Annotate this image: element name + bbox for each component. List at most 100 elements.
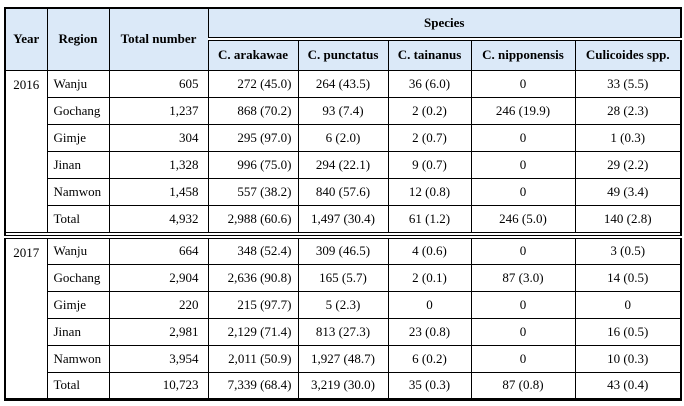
- table-row: Jinan 2,981 2,129 (71.4) 813 (27.3) 23 (0.8)…: [5, 317, 682, 346]
- species-count-cell: 0: [387, 290, 472, 319]
- header-row-top: Year Region Total number Species: [4, 7, 682, 71]
- table-row: Total 4,932 2,988 (60.6) 1,497 (30.4) 61 (1.…: [5, 204, 682, 233]
- species-count-cell: 0: [470, 317, 576, 346]
- species-count-cell: 5 (2.3): [297, 290, 389, 319]
- table-row: Gochang 1,237 868 (70.2) 93 (7.4) 2 (0.2) 246…: [5, 96, 682, 125]
- column-header-year: Year: [4, 7, 48, 71]
- species-count-cell: 33 (5.5): [574, 69, 682, 98]
- region-cell: Gimje: [46, 123, 110, 152]
- table-header: Year Region Total number Species C. arak…: [4, 7, 682, 71]
- species-count-cell: 246 (5.0): [470, 204, 576, 233]
- species-count-cell: 49 (3.4): [574, 177, 682, 206]
- column-header-species: C. punctatus: [297, 38, 389, 71]
- region-cell: Gimje: [46, 290, 110, 319]
- species-count-cell: 1,927 (48.7): [297, 344, 389, 373]
- species-count-cell: 2 (0.7): [387, 123, 472, 152]
- species-count-cell: 2,011 (50.9): [207, 344, 299, 373]
- column-header-species: C. tainanus: [387, 38, 472, 71]
- total-number-cell: 2,904: [108, 263, 209, 292]
- column-header-species: C. nipponensis: [470, 38, 576, 71]
- table-row: 2017 Wanju 664 348 (52.4) 309 (46.5) 4 (0.6) 0…: [4, 236, 682, 400]
- species-count-cell: 0: [470, 69, 576, 98]
- column-header-region: Region: [46, 7, 110, 71]
- species-count-cell: 1,497 (30.4): [297, 204, 389, 233]
- species-count-cell: 3 (0.5): [574, 236, 682, 265]
- species-count-cell: 0: [470, 290, 576, 319]
- species-count-cell: 2 (0.2): [387, 96, 472, 125]
- year-cell: 2017: [4, 236, 48, 400]
- region-cell: Jinan: [46, 317, 110, 346]
- column-header-species: C. arakawae: [207, 38, 299, 71]
- species-count-cell: 0: [574, 290, 682, 319]
- species-count-cell: 35 (0.3): [387, 371, 472, 400]
- species-count-cell: 140 (2.8): [574, 204, 682, 233]
- region-cell: Jinan: [46, 150, 110, 179]
- region-cell: Namwon: [46, 344, 110, 373]
- total-number-cell: 4,932: [108, 204, 209, 233]
- species-count-cell: 868 (70.2): [207, 96, 299, 125]
- table-row: Jinan 1,328 996 (75.0) 294 (22.1) 9 (0.7) 0 29…: [5, 150, 682, 179]
- species-count-cell: 294 (22.1): [297, 150, 389, 179]
- column-header-species: Culicoides spp.: [574, 38, 682, 71]
- species-count-cell: 43 (0.4): [574, 371, 682, 400]
- species-count-cell: 29 (2.2): [574, 150, 682, 179]
- table-row: 2016 Wanju 605 272 (45.0) 264 (43.5) 36 (6.0)…: [4, 69, 682, 233]
- species-count-cell: 36 (6.0): [387, 69, 472, 98]
- region-cell: Wanju: [46, 236, 110, 265]
- table-row: Gimje 304 295 (97.0) 6 (2.0) 2 (0.7) 0 1 (0.3): [5, 123, 682, 152]
- species-count-cell: 0: [470, 123, 576, 152]
- species-count-cell: 2,636 (90.8): [207, 263, 299, 292]
- year-group-separator: [5, 231, 682, 239]
- region-cell: Total: [46, 371, 110, 400]
- species-count-cell: 2,129 (71.4): [207, 317, 299, 346]
- total-number-cell: 10,723: [108, 371, 209, 400]
- species-count-cell: 0: [470, 150, 576, 179]
- species-count-cell: 93 (7.4): [297, 96, 389, 125]
- species-count-cell: 0: [470, 236, 576, 265]
- species-count-cell: 87 (3.0): [470, 263, 576, 292]
- table-row: Gochang 2,904 2,636 (90.8) 165 (5.7) 2 (0.1)…: [5, 263, 682, 292]
- species-count-cell: 28 (2.3): [574, 96, 682, 125]
- species-count-cell: 6 (2.0): [297, 123, 389, 152]
- table-row: Total 10,723 7,339 (68.4) 3,219 (30.0) 35 (0…: [5, 371, 682, 400]
- column-header-total-number: Total number: [108, 7, 209, 71]
- region-cell: Namwon: [46, 177, 110, 206]
- species-count-cell: 7,339 (68.4): [207, 371, 299, 400]
- total-number-cell: 605: [108, 69, 209, 98]
- total-number-cell: 2,981: [108, 317, 209, 346]
- species-count-cell: 2,988 (60.6): [207, 204, 299, 233]
- header-row-species-names: C. arakawae C. punctatus C. tainanus C. nip…: [5, 38, 682, 71]
- total-number-cell: 1,328: [108, 150, 209, 179]
- species-count-cell: 295 (97.0): [207, 123, 299, 152]
- species-count-cell: 165 (5.7): [297, 263, 389, 292]
- table-row: Namwon 1,458 557 (38.2) 840 (57.6) 12 (0.8) 0…: [5, 177, 682, 206]
- total-number-cell: 1,458: [108, 177, 209, 206]
- column-group-header-species: Species: [207, 7, 682, 41]
- species-count-cell: 996 (75.0): [207, 150, 299, 179]
- species-count-table: Year Region Total number Species C. arak…: [4, 7, 683, 401]
- year-group-separator-line: [5, 231, 682, 239]
- total-number-cell: 220: [108, 290, 209, 319]
- species-count-cell: 16 (0.5): [574, 317, 682, 346]
- species-count-cell: 9 (0.7): [387, 150, 472, 179]
- region-cell: Gochang: [46, 263, 110, 292]
- species-count-cell: 309 (46.5): [297, 236, 389, 265]
- species-count-cell: 1 (0.3): [574, 123, 682, 152]
- total-number-cell: 3,954: [108, 344, 209, 373]
- species-count-cell: 272 (45.0): [207, 69, 299, 98]
- species-count-cell: 246 (19.9): [470, 96, 576, 125]
- species-count-cell: 0: [470, 177, 576, 206]
- species-count-cell: 840 (57.6): [297, 177, 389, 206]
- region-cell: Total: [46, 204, 110, 233]
- table-row: Gimje 220 215 (97.7) 5 (2.3) 0 0 0: [5, 290, 682, 319]
- species-count-cell: 87 (0.8): [470, 371, 576, 400]
- species-count-cell: 215 (97.7): [207, 290, 299, 319]
- species-count-cell: 14 (0.5): [574, 263, 682, 292]
- species-count-cell: 12 (0.8): [387, 177, 472, 206]
- species-count-cell: 3,219 (30.0): [297, 371, 389, 400]
- species-count-cell: 813 (27.3): [297, 317, 389, 346]
- table-row: Namwon 3,954 2,011 (50.9) 1,927 (48.7) 6 (0.…: [5, 344, 682, 373]
- species-count-cell: 4 (0.6): [387, 236, 472, 265]
- table-body: 2016 Wanju 605 272 (45.0) 264 (43.5) 36 (6.0)…: [4, 69, 682, 400]
